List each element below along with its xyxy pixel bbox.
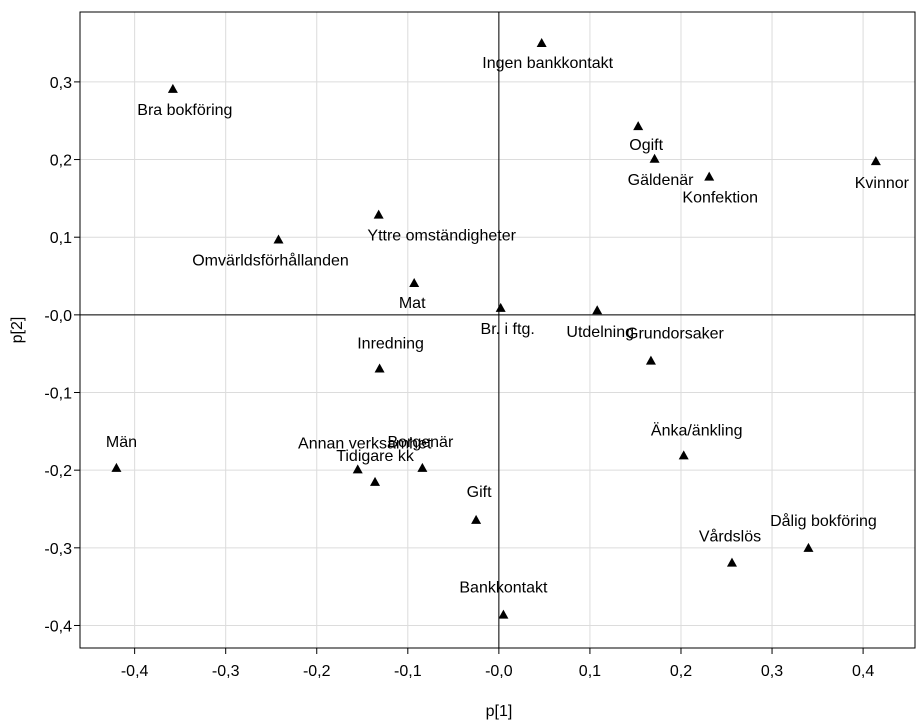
point: [495, 302, 506, 312]
point-label: Omvärldsförhållanden: [192, 252, 349, 270]
point-label: Yttre omständigheter: [367, 228, 516, 245]
x-tick-label: -0,1: [394, 663, 422, 680]
y-tick-label: -0,4: [44, 618, 72, 635]
point: [409, 278, 420, 288]
point-label: Gäldenär: [628, 172, 694, 189]
x-tick-label: -0,0: [485, 663, 513, 680]
point: [273, 234, 284, 244]
x-tick-label: -0,4: [121, 663, 149, 680]
point: [592, 305, 603, 315]
point: [678, 450, 689, 460]
point-label: Dålig bokföring: [770, 512, 877, 530]
point-label: Bra bokföring: [137, 102, 232, 119]
point-label: Ingen bankkontakt: [482, 55, 613, 72]
point-label: Änka/änkling: [651, 421, 743, 439]
point: [498, 609, 509, 619]
point: [370, 476, 381, 486]
point-label: Ogift: [629, 137, 663, 154]
plot-area: Bra bokföring Ingen bankkontakt Ogift Gälde…: [80, 12, 915, 648]
point: [352, 464, 363, 474]
point-label: Br. i ftg.: [481, 321, 535, 338]
x-axis-label: p[1]: [486, 703, 513, 720]
point-label: Män: [106, 434, 137, 451]
point-label: Tidigare kk: [336, 448, 415, 465]
point: [167, 83, 178, 93]
x-tick-label: -0,2: [303, 663, 331, 680]
y-tick-label: -0,3: [44, 541, 72, 558]
x-tick-label: 0,4: [852, 663, 874, 680]
point: [374, 363, 385, 373]
y-tick-label: -0,0: [44, 308, 72, 325]
point: [803, 542, 814, 552]
point: [471, 514, 482, 524]
y-tick-label: -0,2: [44, 463, 72, 480]
point: [649, 153, 660, 163]
x-tick-label: 0,3: [761, 663, 783, 680]
y-tick-label: -0,1: [44, 386, 72, 403]
plot-frame: [79, 11, 916, 649]
point: [645, 355, 656, 365]
point-label: Vårdslös: [699, 528, 761, 546]
point: [633, 121, 644, 131]
point-label: Inredning: [357, 335, 424, 352]
point: [726, 557, 737, 567]
point-label: Gift: [467, 484, 492, 501]
y-tick-label: 0,1: [50, 230, 72, 247]
point-label: Bankkontakt: [459, 580, 548, 597]
point: [111, 462, 122, 472]
point: [373, 209, 384, 219]
y-tick-label: 0,3: [50, 75, 72, 92]
x-tick-label: -0,3: [212, 663, 240, 680]
point: [417, 462, 428, 472]
point-label: Borgenär: [387, 434, 453, 451]
point-label: Annan verksamhet: [298, 435, 432, 452]
y-axis-label: p[2]: [9, 317, 26, 344]
point: [536, 38, 547, 48]
point-label: Mat: [399, 295, 426, 312]
point-label: Kvinnor: [855, 175, 910, 192]
point-label: Grundorsaker: [626, 326, 724, 343]
y-tick-label: 0,2: [50, 153, 72, 170]
x-tick-label: 0,1: [579, 663, 601, 680]
x-tick-label: 0,2: [670, 663, 692, 680]
point-label: Konfektion: [682, 190, 758, 207]
point: [870, 156, 881, 166]
point: [704, 171, 715, 181]
point-label: Utdelning: [566, 324, 634, 341]
